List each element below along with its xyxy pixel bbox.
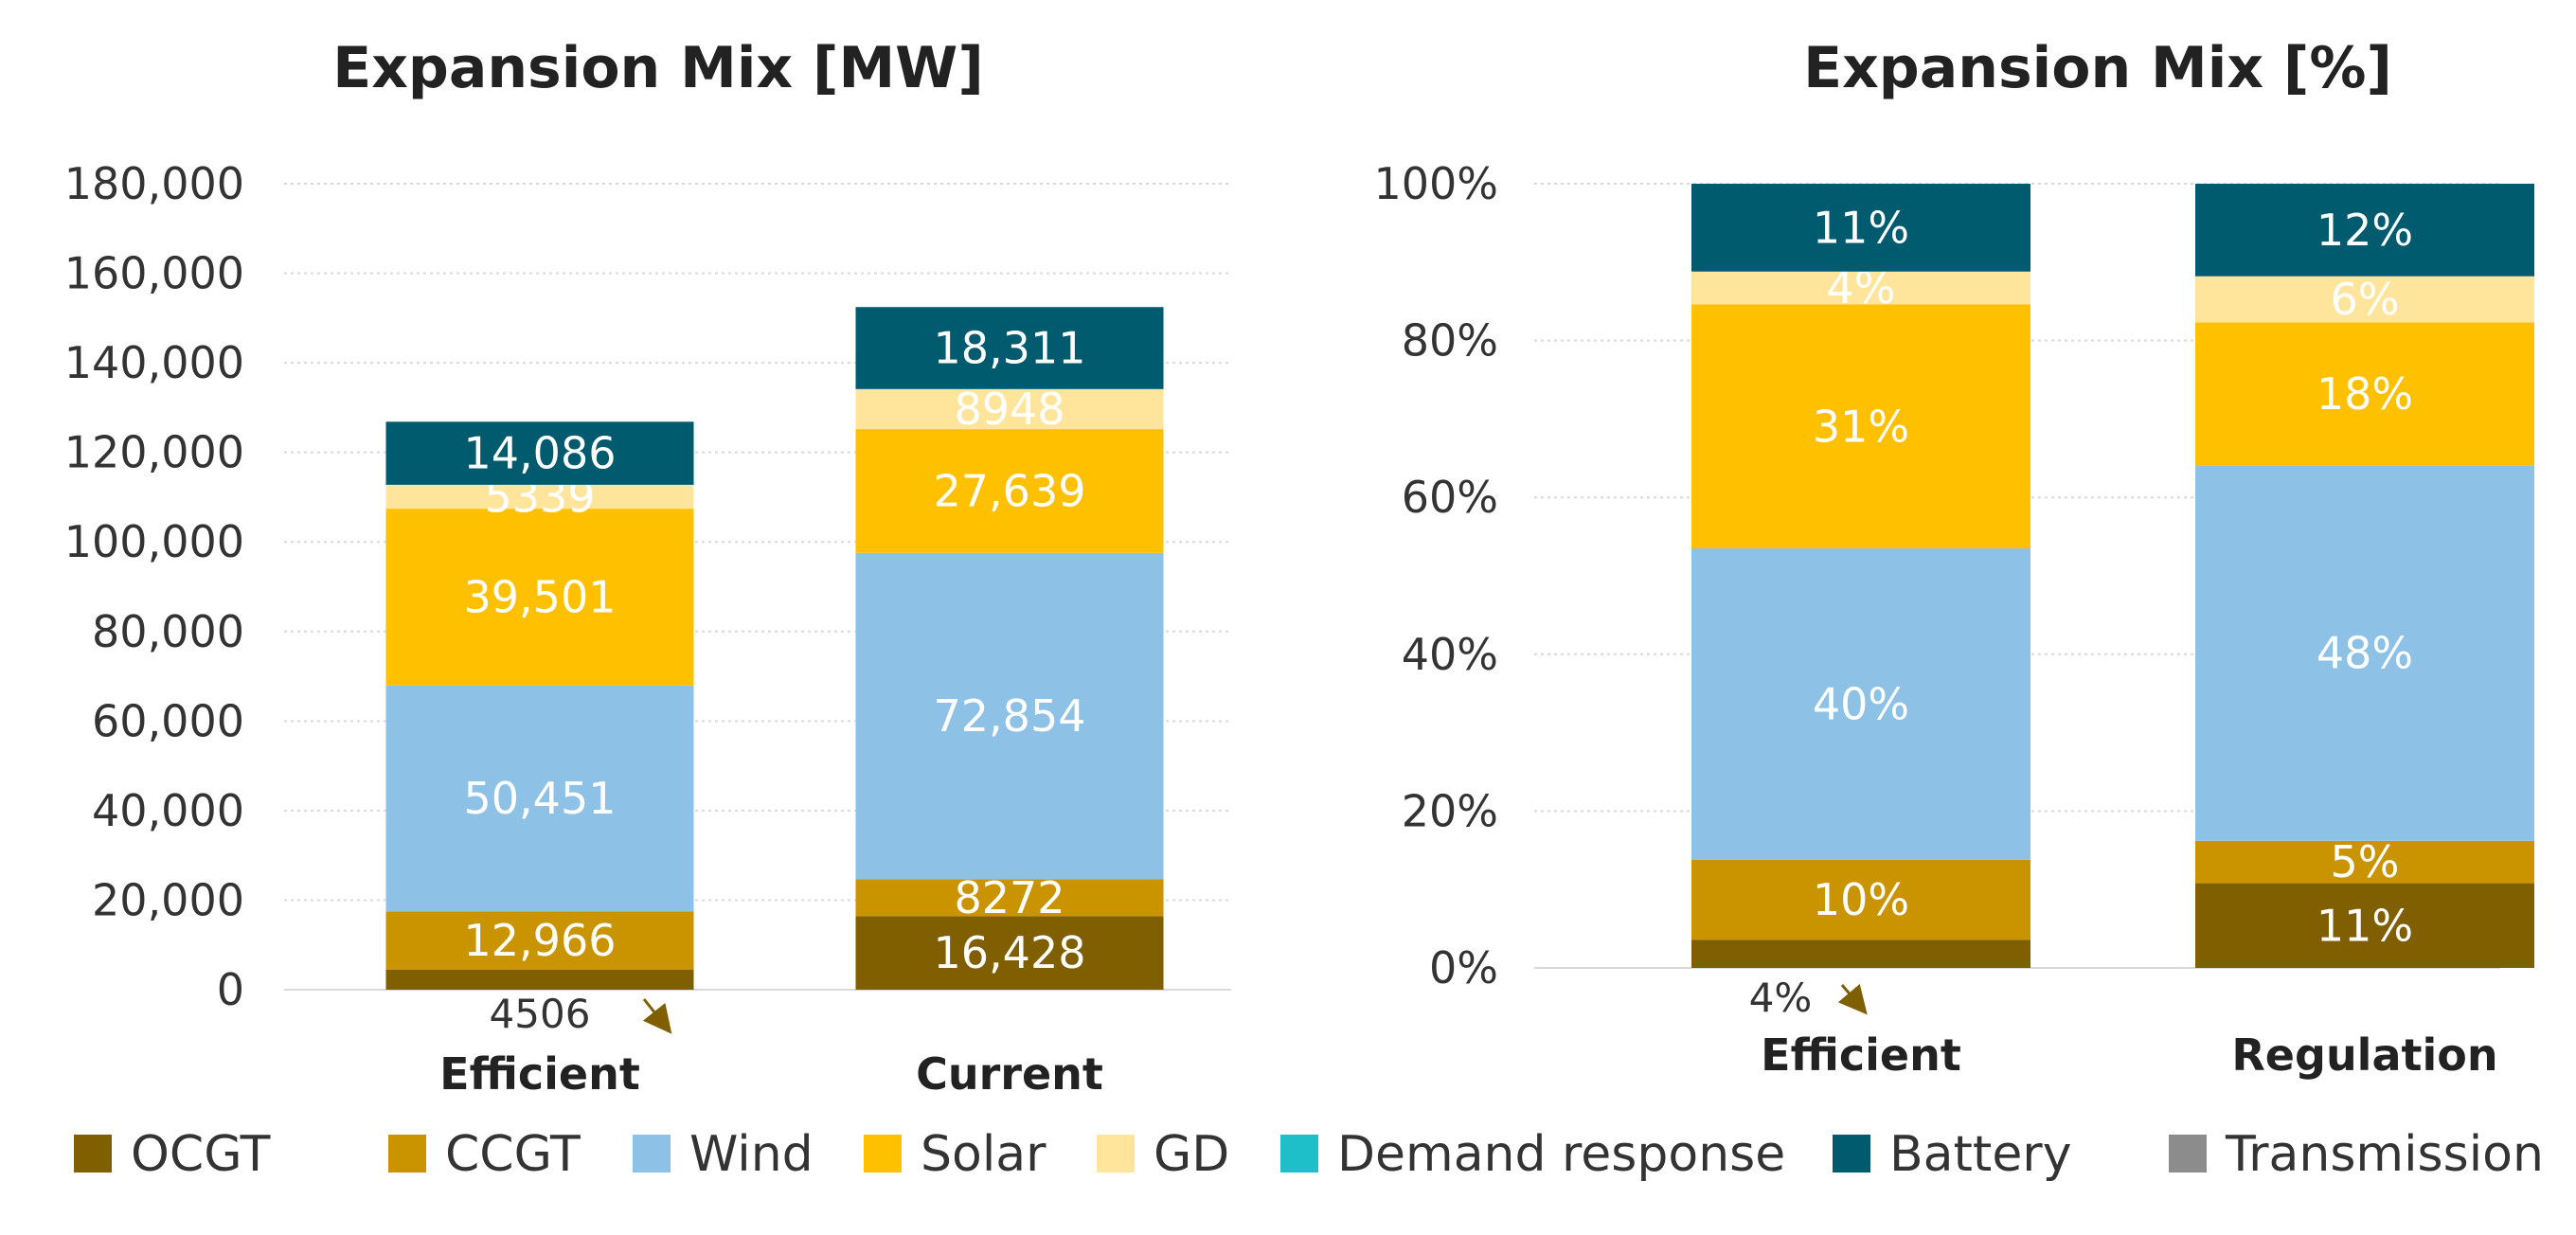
pct-bar-regulation-ocgt [2195,883,2534,968]
pct-data-label-regulation-ocgt: 11% [2317,900,2413,951]
pct-y-tick-label: 100% [1373,158,1498,209]
mw-data-label-efficient-battery: 14,086 [464,428,617,479]
pct-data-label-efficient-wind: 40% [1813,678,1909,729]
mw-bar-current-wind [855,552,1164,880]
mw-data-label-efficient-wind: 50,451 [464,773,617,824]
pct-bar-efficient-gd [1691,271,2030,305]
mw-y-tick-label: 60,000 [92,695,244,746]
mw-category-label-efficient: Efficient [439,1048,640,1100]
mw-data-label-efficient-solar: 39,501 [464,571,617,622]
pct-category-label-efficient: Efficient [1761,1029,1961,1081]
mw-data-label-current-gd: 8948 [954,384,1064,435]
pct-y-tick-label: 20% [1402,785,1498,836]
mw-data-label-efficient-ocgt: 4506 [490,991,591,1037]
mw-bar-efficient-ocgt [385,969,694,990]
mw-data-label-current-ocgt: 16,428 [934,927,1086,978]
percent-chart: Expansion Mix [%] 0% 20% 40% 60% 80% 100% 4% 10%… [1373,35,2534,1081]
legend-swatch-gd [1097,1135,1135,1172]
legend-label-transmission: Transmission [2225,1126,2544,1183]
pct-data-label-regulation-wind: 48% [2317,628,2413,679]
pct-y-tick-label: 0% [1429,942,1498,993]
mw-data-label-current-solar: 27,639 [934,465,1086,516]
pct-bar-regulation-gd [2195,276,2534,323]
mw-bar-current-gd [855,388,1164,430]
mw-bar-efficient-wind [385,685,694,912]
legend-swatch-solar [864,1135,902,1172]
pct-category-label-regulation: Regulation [2231,1029,2497,1081]
legend: OCGT CCGT Wind Solar GD Demand response Batter… [74,1126,2544,1183]
mw-y-tick-label: 100,000 [64,516,244,567]
legend-label-wind: Wind [689,1126,814,1183]
mw-y-tick-label: 160,000 [64,248,244,299]
pct-bar-regulation-wind [2195,465,2534,841]
legend-swatch-demand-response [1280,1135,1318,1172]
mw-data-label-current-battery: 18,311 [934,323,1086,374]
mw-bar-current-battery [855,307,1164,389]
legend-swatch-battery [1833,1135,1870,1172]
mw-bar-efficient-battery [385,421,694,485]
mw-y-tick-label: 20,000 [92,874,244,925]
pct-y-tick-label: 60% [1402,472,1498,523]
legend-label-demand-response: Demand response [1337,1126,1785,1183]
mw-bar-current-solar [855,429,1164,553]
pct-bar-regulation-ccgt [2195,840,2534,884]
legend-label-ccgt: CCGT [445,1126,581,1183]
legend-swatch-ccgt [388,1135,426,1172]
mw-data-label-efficient-ccgt: 12,966 [464,915,617,966]
mw-callout-arrow [642,998,672,1034]
pct-chart-title: Expansion Mix [%] [1803,35,2392,101]
pct-data-label-efficient-battery: 11% [1813,202,1909,253]
pct-data-label-regulation-gd: 6% [2331,274,2400,325]
mw-bar-current-ccgt [855,879,1164,917]
mw-category-label-current: Current [916,1048,1103,1100]
pct-data-label-regulation-battery: 12% [2317,205,2413,256]
mw-chart-title: Expansion Mix [MW] [332,35,984,101]
pct-bar-efficient-ocgt [1691,940,2030,968]
legend-swatch-transmission [2169,1135,2207,1172]
mw-y-tick-label: 140,000 [64,337,244,388]
pct-bar-regulation-solar [2195,322,2534,466]
mw-y-tick-label: 0 [217,964,244,1015]
pct-bar-efficient-battery [1691,184,2030,272]
pct-y-tick-label: 40% [1402,629,1498,680]
pct-bar-efficient-solar [1691,304,2030,549]
legend-label-ocgt: OCGT [131,1126,271,1183]
pct-y-tick-label: 80% [1402,315,1498,367]
pct-data-label-regulation-solar: 18% [2317,368,2413,420]
pct-data-label-regulation-ccgt: 5% [2331,836,2400,887]
pct-callout-arrow [1837,983,1868,1015]
mw-data-label-current-ccgt: 8272 [954,872,1064,923]
legend-label-gd: GD [1154,1126,1229,1183]
mw-y-tick-label: 40,000 [92,785,244,836]
pct-data-label-efficient-ocgt: 4% [1749,975,1813,1021]
mw-chart: Expansion Mix [MW] 0 20,000 40,000 60,000 80,… [64,35,1231,1100]
mw-bar-current-ocgt [855,916,1164,990]
pct-data-label-efficient-solar: 31% [1813,401,1909,452]
mw-bar-efficient-solar [385,509,694,686]
legend-swatch-wind [633,1135,671,1172]
pct-bar-efficient-ccgt [1691,859,2030,940]
mw-bar-efficient-ccgt [385,911,694,970]
legend-label-battery: Battery [1889,1126,2071,1183]
legend-swatch-ocgt [74,1135,112,1172]
pct-bar-regulation-battery [2195,184,2534,277]
mw-data-label-current-wind: 72,854 [934,690,1086,742]
pct-bar-efficient-wind [1691,548,2030,860]
pct-data-label-efficient-ccgt: 10% [1813,874,1909,925]
mw-y-tick-label: 120,000 [64,427,244,478]
mw-bar-efficient-gd [385,484,694,510]
mw-y-tick-label: 180,000 [64,158,244,209]
legend-label-solar: Solar [921,1126,1046,1183]
mw-y-tick-label: 80,000 [92,606,244,657]
